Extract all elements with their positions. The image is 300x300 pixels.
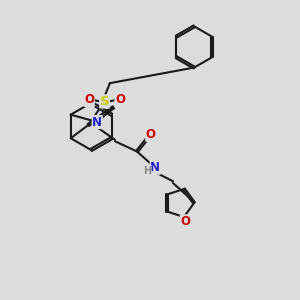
Text: N: N <box>92 116 102 128</box>
Text: N: N <box>150 161 160 174</box>
Text: S: S <box>100 95 110 108</box>
Text: O: O <box>115 93 125 106</box>
Text: O: O <box>146 128 156 141</box>
Text: O: O <box>84 93 94 106</box>
Text: O: O <box>180 215 190 228</box>
Text: H: H <box>143 166 151 176</box>
